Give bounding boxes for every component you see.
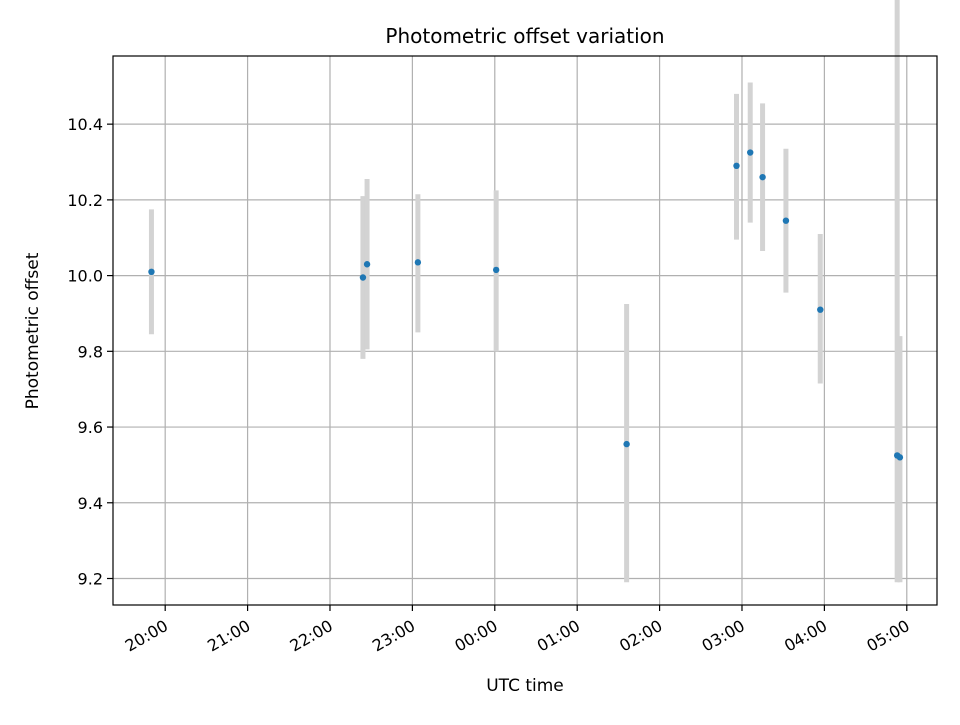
y-tick-label: 9.2 (78, 569, 103, 588)
y-axis-label: Photometric offset (23, 252, 43, 409)
data-point (733, 162, 740, 169)
y-tick-label: 10.2 (67, 191, 103, 210)
chart-title: Photometric offset variation (385, 24, 664, 48)
y-tick-label: 10.4 (67, 115, 103, 134)
grid (113, 56, 937, 605)
data-point (363, 261, 371, 268)
data-point (782, 217, 790, 224)
y-tick-label: 9.4 (78, 494, 103, 513)
data-point (747, 149, 754, 156)
y-axis-ticks: 9.2 9.4 9.6 9.8 10.0 10.2 10.4 (67, 115, 113, 588)
y-tick-label: 9.6 (78, 418, 103, 437)
y-tick-label: 10.0 (67, 267, 103, 286)
y-tick-label: 9.8 (78, 342, 103, 361)
data-point (148, 268, 155, 276)
data-point (492, 266, 500, 274)
data-point (359, 274, 367, 281)
x-axis-label: UTC time (486, 676, 564, 696)
data-point (896, 454, 904, 461)
data-points (148, 149, 904, 461)
data-point (817, 306, 824, 313)
plot-frame (112, 55, 938, 606)
data-point (414, 259, 422, 266)
data-point (759, 173, 766, 181)
data-point (623, 440, 630, 448)
